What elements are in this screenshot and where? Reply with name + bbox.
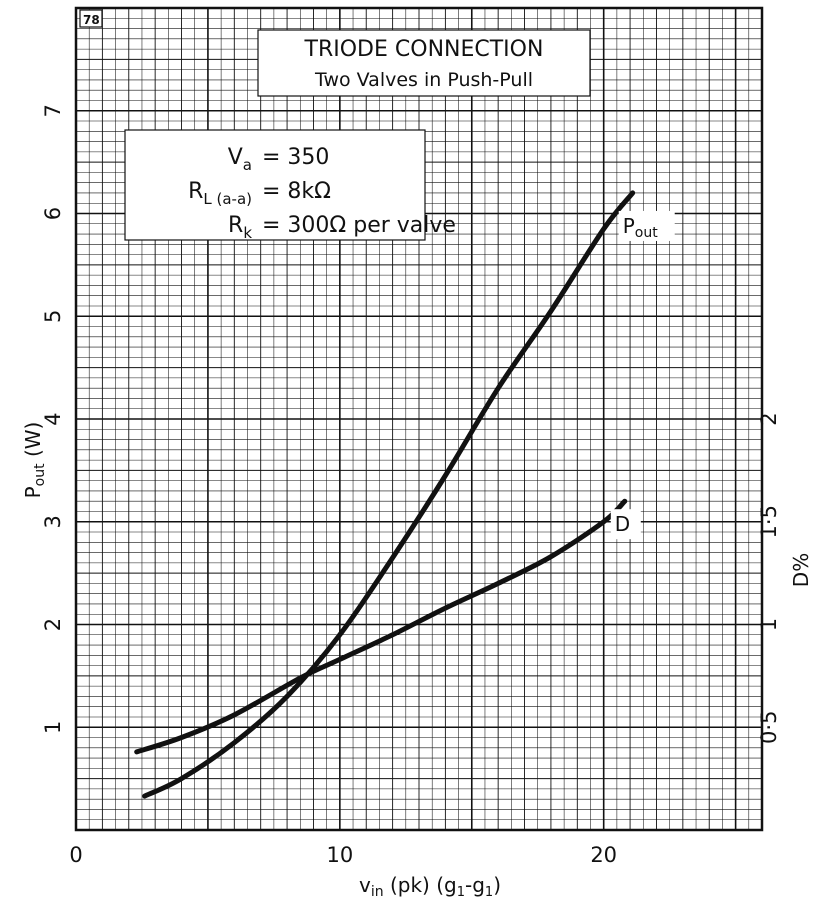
- chart-title: TRIODE CONNECTION: [304, 37, 544, 62]
- series-line-d: [134, 498, 628, 755]
- series-line-pout: [142, 190, 636, 799]
- x-axis-label-rest: (pk) (g: [384, 873, 457, 897]
- sheet-number-box: [79, 9, 103, 28]
- condition-va-sub: a: [243, 156, 252, 174]
- condition-rl-symbol: R: [188, 179, 203, 204]
- y-axis-left-label-sub: out: [32, 463, 48, 486]
- curves: [134, 190, 636, 799]
- y-right-tick-label: 1: [757, 618, 781, 631]
- condition-rl-sub: L (a-a): [203, 190, 252, 208]
- conditions-box: [124, 129, 426, 241]
- y-right-tick-label: 2: [757, 412, 781, 425]
- condition-rl: RL (a-a): [188, 179, 252, 208]
- y-left-tick-label: 4: [41, 412, 65, 425]
- y-axis-right-label: D%: [789, 553, 813, 587]
- chart-subtitle: Two Valves in Push-Pull: [314, 69, 533, 91]
- sheet-number: 78: [83, 13, 100, 27]
- y-axis-left-label: Pout (W): [21, 422, 48, 499]
- x-axis-label: vin (pk) (g1-g1): [359, 873, 501, 900]
- series-label-d: D: [615, 512, 630, 536]
- curve-label-bg: [618, 210, 675, 241]
- condition-va: Va: [228, 145, 252, 174]
- condition-rk: Rk: [228, 213, 252, 242]
- y-left-tick-label: 3: [41, 515, 65, 528]
- x-axis-label-sub3: 1: [485, 885, 493, 900]
- curve-labels: Pout D: [610, 210, 675, 540]
- series-label-pout: Pout: [623, 214, 659, 241]
- y-left-tick-label: 5: [41, 310, 65, 323]
- condition-rk-sub: k: [243, 224, 252, 242]
- y-axis-left-label-rest: (W): [21, 422, 45, 464]
- y-left-tick-label: 6: [41, 207, 65, 220]
- condition-va-value: = 350: [262, 145, 329, 170]
- x-axis-label-end: ): [493, 873, 501, 897]
- y-left-tick-label: 7: [41, 104, 65, 117]
- x-tick-label: 20: [590, 843, 617, 867]
- y-left-tick-label: 1: [41, 721, 65, 734]
- y-right-tick-label: 1·5: [757, 505, 781, 538]
- x-tick-label: 0: [69, 843, 82, 867]
- x-axis-label-sub: in: [371, 884, 384, 900]
- x-axis-label-main: v: [359, 873, 371, 897]
- x-axis-label-sub2: 1: [457, 885, 465, 900]
- condition-rk-symbol: R: [228, 213, 243, 238]
- plot-frame: [74, 6, 764, 832]
- y-right-tick-label: 0·5: [757, 711, 781, 744]
- condition-rk-value: = 300Ω per valve: [262, 213, 456, 238]
- curve-label-bg: [610, 509, 641, 540]
- y-axis-left-label-main: P: [21, 486, 45, 498]
- title-box: [257, 29, 591, 97]
- y-left-tick-label: 2: [41, 618, 65, 631]
- condition-rl-value: = 8kΩ: [262, 179, 331, 204]
- x-tick-label: 10: [326, 843, 353, 867]
- x-axis-label-mid: -g: [465, 873, 485, 897]
- condition-va-symbol: V: [228, 145, 243, 170]
- tick-labels: 0 10 20 1 2 3 4 5 6 7 0·5 1 1·5 2: [41, 104, 781, 867]
